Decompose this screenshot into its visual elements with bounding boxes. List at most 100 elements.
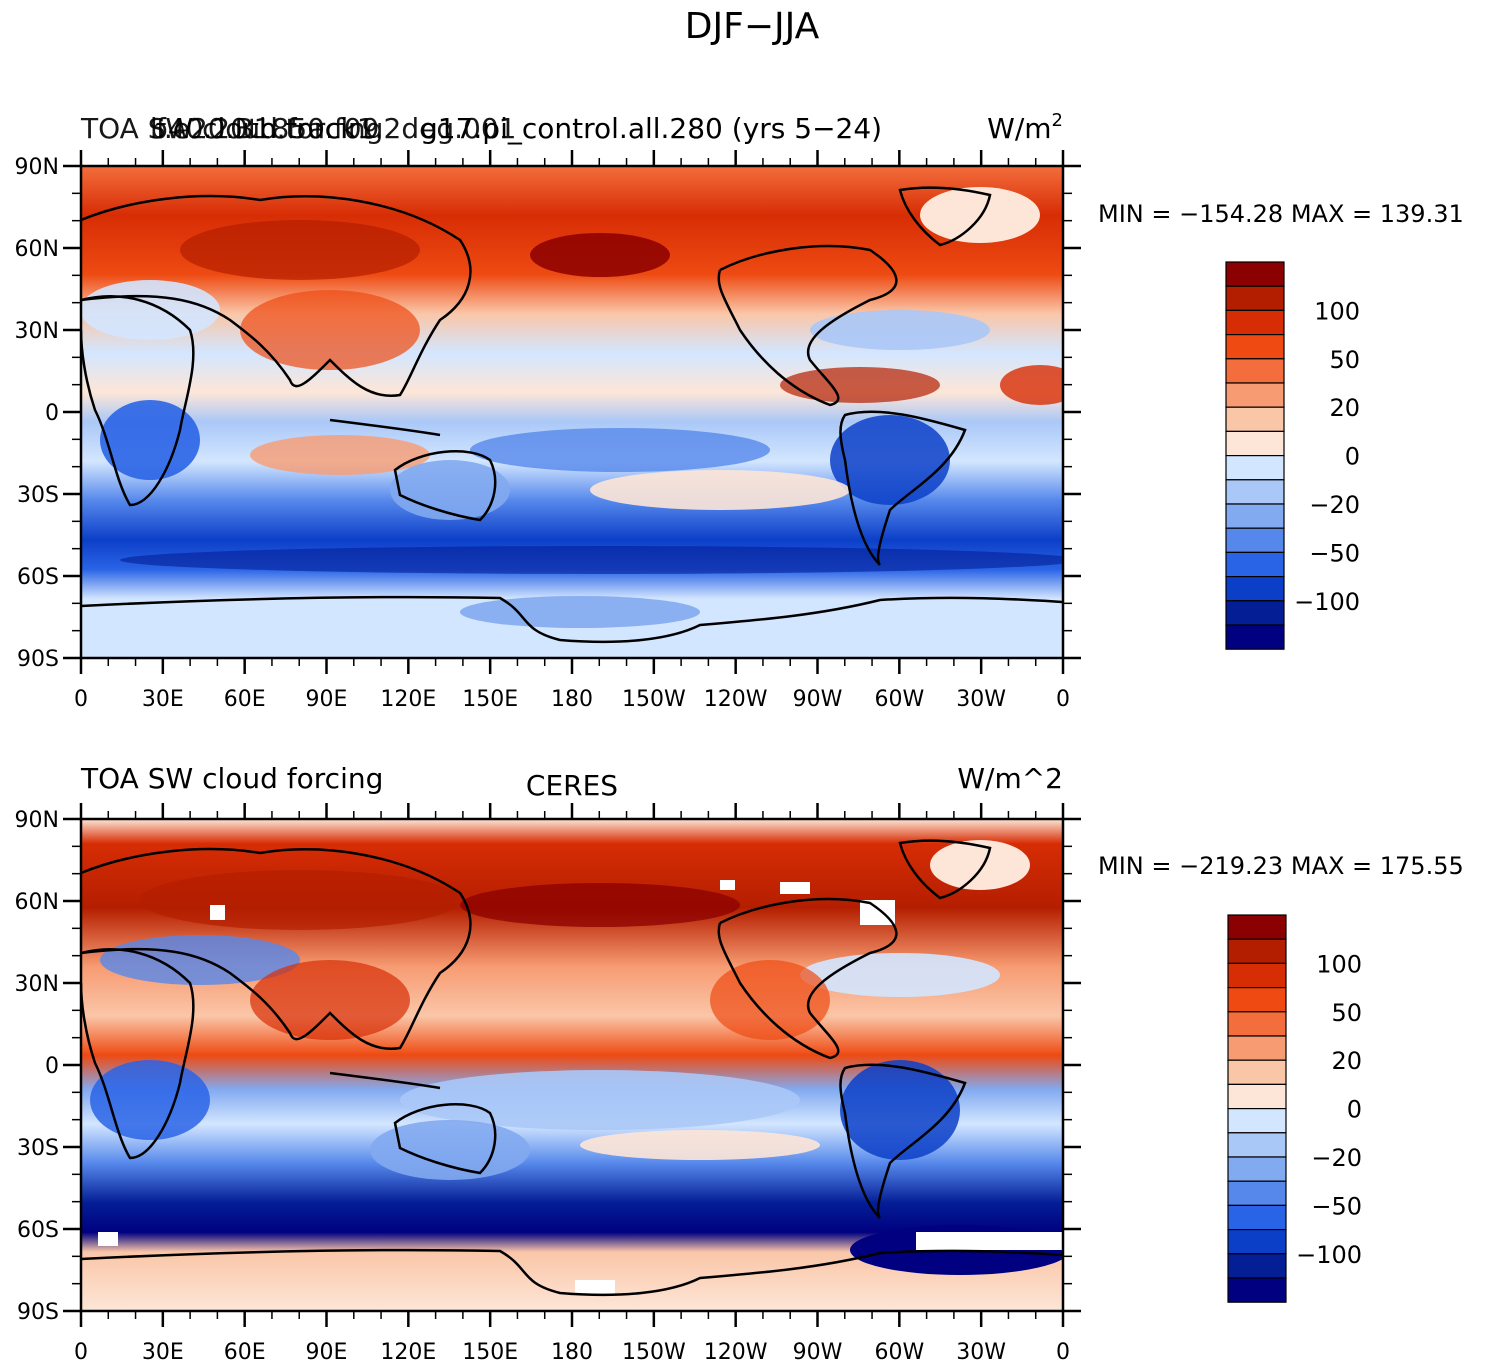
field-map-model	[81, 166, 1063, 658]
panel-obs-min-max: MIN = −219.23 MAX = 175.55	[1098, 852, 1464, 880]
lon-tick-label: 120W	[704, 1340, 768, 1365]
lon-tick-label: 60W	[874, 1340, 924, 1365]
colorbar-box	[1225, 261, 1285, 287]
lon-tick-label: 60E	[224, 1340, 266, 1365]
lon-tick-label: 150E	[462, 1340, 518, 1365]
colorbar-model: 100 50 20 0 −20 −50 −100	[1225, 261, 1360, 650]
panel-model-left-string: TOA SW cloud forcing	[80, 112, 383, 145]
panel-model-units: W/m2	[987, 110, 1063, 145]
panel-obs: 90N 60N 30N 0 30S 60S 90S 0 30E 60E 90E 120E 150E 180…	[15, 762, 1464, 1365]
colorbar-label: −20	[1311, 1144, 1362, 1172]
colorbar-box	[1227, 1011, 1287, 1037]
lon-tick-label: 120E	[380, 687, 436, 712]
lat-tick-label: 60S	[17, 565, 59, 590]
lon-tick-label: 60W	[874, 687, 924, 712]
colorbar-box	[1227, 1107, 1287, 1134]
lon-tick-label: 150W	[622, 1340, 686, 1365]
lat-tick-label: 90N	[15, 808, 59, 833]
colorbar-box	[1225, 527, 1285, 554]
colorbar-label: 50	[1331, 999, 1362, 1027]
lon-tick-label: 120E	[380, 1340, 436, 1365]
lon-tick-label: 120W	[704, 687, 768, 712]
lat-tick-label: 60S	[17, 1218, 59, 1243]
colorbar-box	[1227, 1083, 1287, 1110]
colorbar-box	[1227, 938, 1287, 965]
colorbar-box	[1227, 1204, 1287, 1231]
lon-tick-label: 30E	[142, 687, 184, 712]
colorbar-box	[1227, 1253, 1287, 1279]
colorbar-box	[1225, 624, 1285, 650]
lon-tick-label: 90W	[793, 687, 843, 712]
lon-tick-label: 0	[74, 1340, 88, 1365]
colorbar-box	[1225, 430, 1285, 457]
colorbar-box	[1225, 309, 1285, 336]
lat-tick-label: 60N	[15, 237, 59, 262]
lon-tick-label: 90E	[306, 1340, 348, 1365]
axis-ticks-model: 90N 60N 30N 0 30S 60S 90S 0 30E 60E 90E 120E 150E 180…	[15, 150, 1081, 712]
colorbar-box	[1225, 358, 1285, 384]
lon-tick-label: 150W	[622, 687, 686, 712]
colorbar-box	[1227, 914, 1287, 940]
colorbar-label: 50	[1329, 346, 1360, 374]
lon-tick-label: 30W	[956, 1340, 1006, 1365]
lat-tick-label: 30S	[17, 483, 59, 508]
lon-tick-label: 180	[551, 1340, 593, 1365]
lon-tick-label: 90W	[793, 1340, 843, 1365]
colorbar-label: −50	[1309, 539, 1360, 567]
colorbar-box	[1227, 1156, 1287, 1182]
colorbar-box	[1227, 1035, 1287, 1061]
colorbar-box	[1227, 1180, 1287, 1206]
lon-tick-label: 0	[1056, 1340, 1070, 1365]
colorbar-box	[1225, 551, 1285, 578]
axis-ticks-obs: 90N 60N 30N 0 30S 60S 90S 0 30E 60E 90E 120E 150E 180…	[15, 803, 1081, 1365]
colorbar-box	[1227, 1228, 1287, 1255]
coastlines-obs	[81, 839, 1063, 1297]
colorbar-box	[1225, 455, 1285, 481]
panel-model-run-string: g17.pi_control.all.280 (yrs 5−24)	[420, 112, 882, 145]
colorbar-box	[1225, 479, 1285, 505]
colorbar-box	[1227, 1132, 1287, 1158]
colorbar-box	[1225, 575, 1285, 602]
lat-tick-label: 60N	[15, 890, 59, 915]
colorbar-obs: 100 50 20 0 −20 −50 −100	[1227, 914, 1362, 1303]
field-map-obs	[81, 819, 1063, 1311]
lat-tick-label: 90S	[17, 647, 59, 672]
colorbar-box	[1225, 406, 1285, 433]
colorbar-label: 20	[1331, 1047, 1362, 1075]
lat-tick-label: 0	[45, 401, 59, 426]
colorbar-label: −50	[1311, 1192, 1362, 1220]
lon-tick-label: 0	[1056, 687, 1070, 712]
lat-tick-label: 0	[45, 1054, 59, 1079]
colorbar-label: 100	[1314, 297, 1360, 325]
panel-model-center-string: b40.20th.track1.2deg.001	[150, 112, 516, 145]
figure-title: DJF−JJA	[685, 6, 820, 47]
panel-obs-center-string: CERES	[526, 769, 618, 802]
colorbar-label: 100	[1316, 950, 1362, 978]
colorbar-box	[1225, 285, 1285, 312]
panel-model-center-overlay: f.e20.B1850.f09	[156, 112, 379, 145]
colorbar-box	[1225, 600, 1285, 626]
lat-tick-label: 90S	[17, 1300, 59, 1325]
colorbar-label: −20	[1309, 491, 1360, 519]
colorbar-box	[1227, 1059, 1287, 1085]
lat-tick-label: 30N	[15, 972, 59, 997]
lon-tick-label: 30W	[956, 687, 1006, 712]
lon-tick-label: 180	[551, 687, 593, 712]
panel-obs-units: W/m^2	[957, 762, 1063, 795]
colorbar-box	[1227, 962, 1287, 989]
lon-tick-label: 90E	[306, 687, 348, 712]
lat-tick-label: 90N	[15, 155, 59, 180]
colorbar-box	[1225, 334, 1285, 360]
colorbar-box	[1225, 503, 1285, 529]
colorbar-label: −100	[1294, 588, 1360, 616]
colorbar-label: 0	[1347, 1096, 1362, 1124]
lon-tick-label: 0	[74, 687, 88, 712]
colorbar-box	[1227, 1277, 1287, 1303]
lat-tick-label: 30N	[15, 319, 59, 344]
colorbar-box	[1227, 986, 1287, 1013]
lat-tick-label: 30S	[17, 1136, 59, 1161]
coastlines-model	[81, 186, 1063, 644]
colorbar-label: −100	[1296, 1241, 1362, 1269]
lon-tick-label: 150E	[462, 687, 518, 712]
